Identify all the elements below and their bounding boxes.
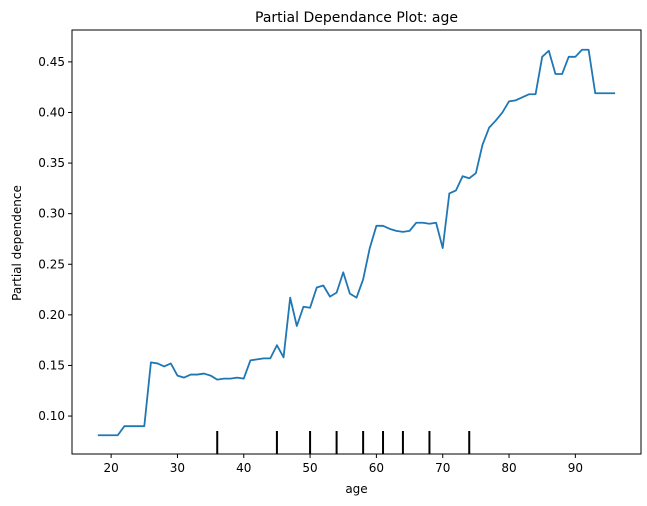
- x-tick-label: 60: [369, 461, 384, 475]
- y-tick-label: 0.30: [38, 207, 65, 221]
- y-tick-label: 0.45: [38, 55, 65, 69]
- x-tick-label: 90: [568, 461, 583, 475]
- x-tick-label: 30: [170, 461, 185, 475]
- x-tick-label: 50: [302, 461, 317, 475]
- x-tick-label: 70: [435, 461, 450, 475]
- y-tick-label: 0.10: [38, 409, 65, 423]
- x-tick-label: 40: [236, 461, 251, 475]
- y-tick-label: 0.35: [38, 156, 65, 170]
- y-axis: 0.10 0.15 0.20 0.25 0.30 0.35 0.40 0.45: [38, 55, 72, 423]
- y-tick-label: 0.25: [38, 257, 65, 271]
- y-tick-label: 0.15: [38, 358, 65, 372]
- y-tick-label: 0.40: [38, 105, 65, 119]
- y-axis-label: Partial dependence: [10, 185, 24, 301]
- plot-area: [71, 29, 642, 455]
- x-axis-label: age: [345, 482, 367, 496]
- axes-frame: [71, 29, 642, 455]
- series-line: [97, 48, 616, 437]
- x-tick-label: 20: [103, 461, 118, 475]
- x-tick-label: 80: [501, 461, 516, 475]
- x-axis: 20 30 40 50 60 70 80 90: [103, 454, 583, 475]
- chart-title: Partial Dependance Plot: age: [255, 10, 458, 26]
- y-tick-label: 0.20: [38, 308, 65, 322]
- rug-marks: [216, 431, 471, 454]
